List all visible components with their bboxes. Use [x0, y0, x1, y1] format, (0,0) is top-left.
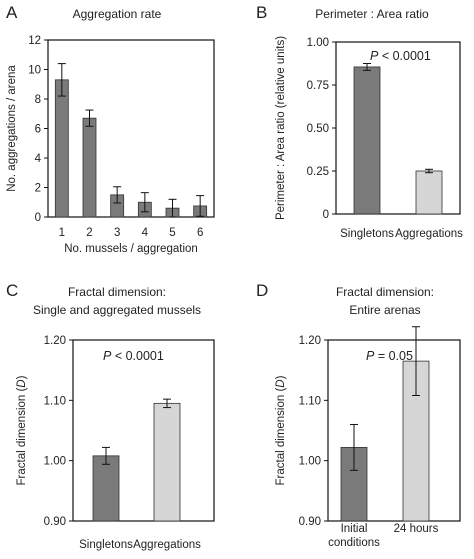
chart-title: Aggregation rate [73, 7, 162, 21]
y-tick-label: 1.20 [44, 335, 66, 347]
bar [82, 117, 97, 218]
x-tick-label: 5 [169, 227, 175, 239]
x-axis-label: No. mussels / aggregation [64, 243, 198, 255]
p-symbol: P [103, 349, 112, 363]
p-value-annotation: P = 0.05 [366, 349, 413, 363]
p-value-annotation: P < 0.0001 [370, 49, 431, 63]
chart-title: Fractal dimension: [68, 285, 166, 299]
x-tick-label: 2 [86, 227, 92, 239]
y-tick-label: 1.10 [299, 395, 321, 407]
chart-panel-d: D Fractal dimension: Entire arenas 0.90 1.00… [256, 281, 461, 549]
y-tick-label: 1.10 [44, 395, 66, 407]
y-axis-label: No. aggregations / arena [6, 65, 18, 192]
bar [415, 170, 443, 215]
y-tick-label: 1.00 [44, 456, 66, 468]
chart-title: Single and aggregated mussels [33, 303, 201, 317]
p-value-text: < 0.0001 [378, 49, 431, 63]
y-tick-label: 1.00 [307, 37, 329, 49]
x-tick-label: Aggregations [395, 228, 463, 240]
chart-title: Fractal dimension: [336, 285, 434, 299]
chart-panel-b: B Perimeter : Area ratio 0 0.25 0.50 0.75 1.00… [256, 3, 463, 240]
bar [353, 66, 381, 215]
panel-letter: C [6, 281, 18, 300]
y-tick-label: 0 [35, 212, 41, 224]
x-tick-label: 24 hours [394, 523, 439, 535]
y-tick-label: 12 [28, 35, 41, 47]
x-tick-label: 1 [59, 227, 65, 239]
y-tick-label: 1.00 [299, 456, 321, 468]
y-tick-label: 0.90 [299, 516, 321, 528]
y-tick-label: 0.75 [307, 80, 329, 92]
y-tick-label: 0.25 [307, 166, 329, 178]
p-symbol: P [366, 349, 375, 363]
y-axis-label: Fractal dimension (D) [16, 375, 28, 485]
x-tick-label: Singletons [340, 228, 394, 240]
y-tick-label: 0.50 [307, 123, 329, 135]
y-tick-label: 2 [35, 183, 41, 195]
panel-letter: D [256, 281, 268, 300]
plot-frame [72, 339, 215, 522]
panel-letter: B [256, 3, 267, 22]
plot-frame [327, 339, 461, 522]
bar [54, 79, 69, 218]
y-tick-label: 4 [35, 153, 42, 165]
x-tick-label: 4 [142, 227, 149, 239]
plot-frame [47, 39, 215, 218]
chart-title: Perimeter : Area ratio [315, 7, 429, 21]
p-value-annotation: P < 0.0001 [103, 349, 164, 363]
y-tick-label: 0.90 [44, 516, 66, 528]
y-tick-label: 8 [35, 94, 41, 106]
chart-title: Entire arenas [349, 303, 420, 317]
p-value-text: = 0.05 [374, 349, 413, 363]
x-tick-label: Initial [341, 523, 368, 535]
y-tick-label: 1.20 [299, 335, 321, 347]
x-tick-label: 3 [114, 227, 120, 239]
x-tick-label: 6 [197, 227, 203, 239]
p-symbol: P [370, 49, 379, 63]
chart-panel-c: C Fractal dimension: Single and aggregated… [6, 281, 215, 551]
bar [153, 402, 181, 522]
y-axis-label: Perimeter : Area ratio (relative units) [275, 36, 287, 220]
x-tick-label: conditions [328, 537, 380, 549]
bar [92, 455, 120, 522]
y-axis-label: Fractal dimension (D) [275, 375, 287, 485]
x-tick-label: Singletons [79, 539, 133, 551]
p-value-text: < 0.0001 [111, 349, 164, 363]
y-tick-label: 0 [323, 209, 329, 221]
panel-letter: A [6, 3, 18, 22]
y-tick-label: 6 [35, 124, 41, 136]
y-tick-label: 10 [28, 65, 41, 77]
x-tick-label: Aggregations [133, 539, 201, 551]
